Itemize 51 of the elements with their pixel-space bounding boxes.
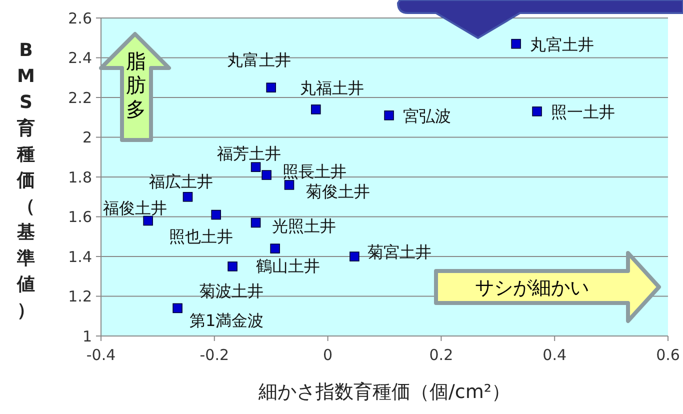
point [182, 192, 193, 202]
y-tick-label: 1.6 [68, 208, 92, 226]
y-tick-label: 2.2 [68, 88, 92, 107]
y-tick-label: 1.8 [68, 168, 92, 186]
point [211, 210, 221, 220]
y-tick-label: 2 [82, 128, 92, 146]
annotation: 丸富土井 [227, 50, 292, 70]
x-tick-label: 0 [323, 346, 333, 364]
point [270, 244, 280, 254]
point [172, 303, 182, 314]
point [266, 82, 276, 92]
annotation: 福広土井 [148, 172, 213, 191]
x-tick-label: -0.2 [200, 346, 230, 364]
point [262, 170, 272, 180]
annotation: 菊宮土井 [367, 242, 432, 262]
annotation: 菊俊土井 [306, 182, 370, 201]
annotation: 脂肪多 [126, 49, 146, 121]
point [143, 216, 153, 226]
annotation: 第1満金波 [190, 311, 264, 330]
annotation: 照也土井 [169, 226, 234, 246]
annotation: 宮弘波 [403, 106, 452, 126]
y-tick-label: 1.4 [68, 248, 92, 266]
point [350, 252, 360, 262]
y-tick-label: 1.2 [68, 288, 92, 306]
text: BMS育種価（基準値） [17, 40, 35, 321]
annotation: 照一土井 [551, 102, 616, 122]
annotation: 鶴山土井 [256, 256, 320, 276]
point [511, 38, 521, 49]
x-axis-title: 細かさ指数育種価（個/cm²） [258, 381, 510, 403]
y-tick-label: 1 [82, 327, 92, 346]
annotation: 丸宮土井 [530, 34, 594, 54]
annotation: 照長土井 [282, 162, 347, 182]
point [250, 218, 261, 228]
annotation: 福芳土井 [216, 144, 281, 164]
x-tick-label: 0.2 [429, 346, 454, 364]
y-tick-label: 2.6 [68, 9, 92, 28]
y-tick-label: 2.4 [68, 49, 92, 67]
annotation: サシが細かい [475, 277, 589, 299]
point [284, 180, 294, 190]
point [532, 106, 542, 116]
x-tick-label: 0.4 [542, 346, 567, 364]
point [384, 110, 394, 120]
annotation: 福俊土井 [103, 198, 168, 218]
point [310, 104, 321, 114]
x-tick-label: -0.4 [86, 346, 116, 364]
annotation: 丸福土井 [300, 78, 364, 98]
point [250, 162, 261, 172]
point [228, 262, 238, 272]
annotation: 光照土井 [272, 216, 336, 236]
annotation: 菊波土井 [200, 281, 264, 300]
x-tick-label: 0.6 [656, 346, 680, 364]
